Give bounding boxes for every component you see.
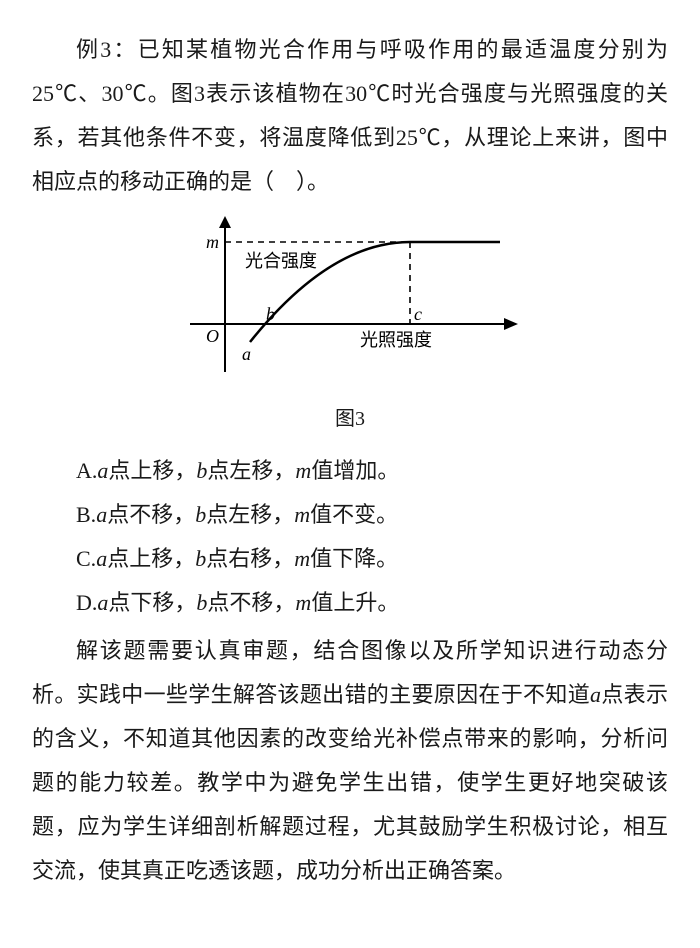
option-d-t3: 值上升。 (311, 590, 399, 615)
option-a-sym-m: m (295, 458, 311, 483)
option-c-t2: 点右移， (206, 546, 294, 571)
explanation-text: 解该题需要认真审题，结合图像以及所学知识进行动态分析。实践中一些学生解答该题出错… (32, 629, 668, 893)
option-a-t2: 点左移， (207, 458, 295, 483)
option-b-t1: 点不移， (107, 502, 195, 527)
label-O: O (206, 326, 219, 346)
option-a-sym-b: b (196, 458, 207, 483)
option-b-prefix: B. (76, 502, 96, 527)
chart-caption: 图3 (32, 399, 668, 439)
option-b-sym-a: a (96, 502, 107, 527)
x-axis-label: 光照强度 (360, 330, 432, 350)
label-a: a (242, 344, 251, 364)
option-c-sym-b: b (195, 546, 206, 571)
option-c-prefix: C. (76, 546, 96, 571)
option-a-t1: 点上移， (108, 458, 196, 483)
y-axis-label: 光合强度 (245, 251, 317, 271)
option-c: C.a点上移，b点右移，m值下降。 (76, 537, 668, 581)
option-d-prefix: D. (76, 590, 97, 615)
option-b: B.a点不移，b点左移，m值不变。 (76, 493, 668, 537)
option-a-sym-a: a (97, 458, 108, 483)
photosynthesis-chart: m O a b c 光合强度 光照强度 (170, 212, 530, 382)
explanation-part2: 点表示的含义，不知道其他因素的改变给光补偿点带来的影响，分析问题的能力较差。教学… (32, 682, 668, 883)
option-b-sym-m: m (294, 502, 310, 527)
option-c-sym-a: a (96, 546, 107, 571)
option-a: A.a点上移，b点左移，m值增加。 (76, 449, 668, 493)
label-c: c (414, 304, 422, 324)
options-block: A.a点上移，b点左移，m值增加。 B.a点不移，b点左移，m值不变。 C.a点… (76, 449, 668, 625)
chart-container: m O a b c 光合强度 光照强度 (32, 212, 668, 397)
option-c-sym-m: m (294, 546, 310, 571)
label-b: b (266, 304, 275, 324)
label-m: m (206, 232, 219, 252)
option-d-sym-a: a (97, 590, 108, 615)
option-a-prefix: A. (76, 458, 97, 483)
y-axis-arrow (219, 216, 231, 228)
option-c-t1: 点上移， (107, 546, 195, 571)
option-d-sym-m: m (295, 590, 311, 615)
option-c-t3: 值下降。 (310, 546, 398, 571)
option-d-t1: 点下移， (108, 590, 196, 615)
option-a-t3: 值增加。 (311, 458, 399, 483)
option-d-sym-b: b (196, 590, 207, 615)
option-d-t2: 点不移， (207, 590, 295, 615)
question-text: 例3：已知某植物光合作用与呼吸作用的最适温度分别为25℃、30℃。图3表示该植物… (32, 28, 668, 204)
option-d: D.a点下移，b点不移，m值上升。 (76, 581, 668, 625)
option-b-t2: 点左移， (206, 502, 294, 527)
explanation-part1: 解该题需要认真审题，结合图像以及所学知识进行动态分析。实践中一些学生解答该题出错… (32, 638, 668, 707)
x-axis-arrow (504, 318, 518, 330)
option-b-sym-b: b (195, 502, 206, 527)
explanation-sym-a: a (590, 682, 601, 707)
option-b-t3: 值不变。 (310, 502, 398, 527)
